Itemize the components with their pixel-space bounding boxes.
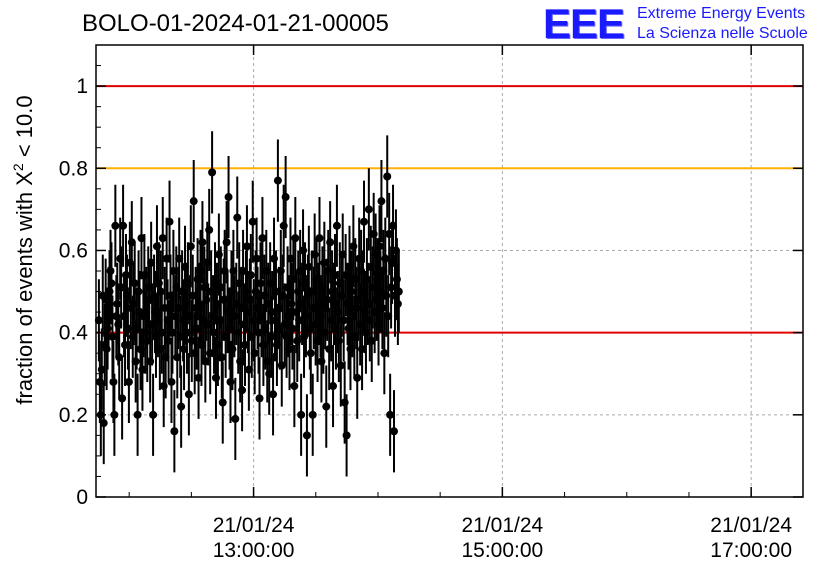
data-point [364,205,373,214]
data-point [177,402,186,411]
data-point [186,242,195,251]
y-tick-label: 0.4 [59,322,89,345]
data-point [184,390,193,399]
y-axis-label-symbol: Χ [12,171,37,186]
data-point [291,234,300,243]
data-point [315,234,324,243]
data-point [390,427,399,436]
data-point [224,193,233,202]
data-point [322,402,331,411]
data-point [290,382,299,391]
eee-logo: EEE Extreme Energy Events La Scienza nel… [543,2,833,46]
data-point [255,394,264,403]
data-point [297,410,306,419]
data-point [233,213,242,222]
data-point [94,316,103,325]
data-point [107,279,116,288]
y-axis-label-prefix: fraction of events with [12,186,37,405]
data-point [222,238,231,247]
data-point [339,316,348,325]
data-point [170,427,179,436]
data-point [377,197,386,206]
data-point [302,431,311,440]
data-point [165,217,174,226]
y-axis-label-suffix: < 10.0 [12,95,37,163]
data-point [189,197,198,206]
data-point [258,234,267,243]
data-point [167,377,176,386]
x-tick-label-time: 13:00:00 [213,539,295,562]
data-point [158,234,167,243]
data-point [246,271,255,280]
data-point [326,238,335,247]
data-point [353,373,362,382]
data-point [342,431,351,440]
x-tick-label-time: 15:00:00 [461,539,543,562]
data-point [386,410,395,419]
x-tick-label-date: 21/01/24 [213,514,295,537]
eee-logo-line1: Extreme Energy Events [637,5,806,22]
data-point [118,394,127,403]
eee-logo-line2: La Scienza nelle Scuole [637,25,808,42]
y-tick-label: 0.8 [59,157,88,180]
data-point [375,242,384,251]
y-axis-label: fraction of events with Χ2 < 10.0 [10,95,37,404]
data-point [308,410,317,419]
eee-logo-mark: EEE [543,0,625,47]
data-point [336,361,345,370]
plot-title: BOLO-01-2024-01-21-00005 [82,10,389,37]
data-point [149,410,158,419]
label-layer: 21/01/2413:00:0021/01/2415:00:0021/01/24… [59,75,793,562]
data-point [242,242,251,251]
data-point [218,398,227,407]
data-layer [94,131,403,477]
data-point [329,382,338,391]
x-tick-label-date: 21/01/24 [710,514,792,537]
data-point [133,410,142,419]
x-tick-label-date: 21/01/24 [461,514,543,537]
data-point [231,414,240,423]
data-point [108,332,117,341]
data-point [238,386,247,395]
data-point [360,217,369,226]
data-point [198,238,207,247]
data-point [273,176,282,185]
y-tick-label: 0.2 [59,404,88,427]
data-point [380,349,389,358]
data-point [99,419,108,428]
y-tick-label: 0.6 [59,239,88,262]
y-axis-label-superscript: 2 [10,163,26,171]
data-point [124,377,133,386]
data-point [205,225,214,234]
data-point [269,390,278,399]
y-tick-label: 1 [76,75,88,98]
tick-layer [96,45,803,498]
y-tick-label: 0 [76,486,88,509]
data-point [248,217,257,226]
data-point [332,221,341,230]
data-point [130,279,139,288]
data-point [383,172,392,181]
data-point [208,168,217,177]
data-point [306,349,315,358]
data-point [119,221,128,230]
data-point [281,193,290,202]
data-point [394,287,403,296]
data-point [288,324,297,333]
data-point [252,254,261,263]
x-tick-label-time: 17:00:00 [710,539,792,562]
data-point [217,353,226,362]
data-point [250,349,259,358]
data-point [110,410,119,419]
data-point [111,221,120,230]
